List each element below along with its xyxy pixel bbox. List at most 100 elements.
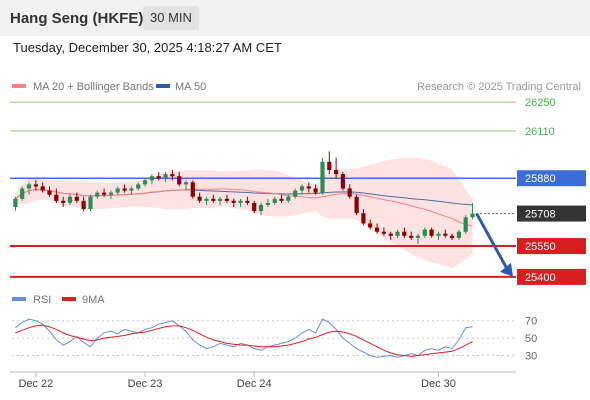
candle-body <box>129 188 134 191</box>
projection-arrow-head <box>500 262 513 277</box>
candle <box>190 180 195 199</box>
candle-body <box>95 192 100 197</box>
candle-body <box>456 231 461 238</box>
candle-body <box>149 176 154 181</box>
support-level-label: 25550 <box>525 241 556 253</box>
candle-body <box>177 176 182 185</box>
rsi-panel: 70 50 30 <box>12 316 537 363</box>
last-price-tag <box>517 205 586 222</box>
candle <box>347 184 352 199</box>
resistance-label: 26110 <box>525 126 555 138</box>
candle <box>108 190 113 199</box>
candle <box>409 231 414 240</box>
candle <box>334 157 339 179</box>
candle-body <box>88 196 93 209</box>
timeframe-button[interactable]: 30 MIN <box>143 6 199 30</box>
candle-body <box>368 223 373 228</box>
x-tick-label: Dec 22 <box>18 378 53 390</box>
rsi-ma-legend-label: 9MA <box>82 294 105 306</box>
candle-body <box>13 198 18 207</box>
candle-body <box>279 198 284 201</box>
candle-body <box>74 196 79 201</box>
candle-body <box>108 192 113 195</box>
candle <box>142 178 148 187</box>
candle <box>463 215 468 234</box>
candle-body <box>81 200 86 209</box>
candle-body <box>163 174 168 179</box>
rsi-tick-label: 30 <box>525 351 537 363</box>
candle-body <box>136 184 141 189</box>
candle <box>381 227 386 236</box>
candle-body <box>156 176 161 179</box>
x-axis: Dec 22 Dec 23 Dec 24 Dec 30 <box>10 371 516 390</box>
ma20-legend-label: MA 20 + Bollinger Bands <box>33 81 154 93</box>
candle <box>47 186 52 197</box>
candle <box>238 198 243 207</box>
candle-body <box>320 161 325 193</box>
candle <box>218 196 223 205</box>
candle-body <box>395 231 400 236</box>
candle <box>361 209 366 226</box>
candle <box>183 180 189 191</box>
candle-body <box>61 200 66 203</box>
candle <box>26 182 32 195</box>
candle <box>443 229 448 238</box>
candle-body <box>374 227 380 232</box>
candle <box>197 192 202 203</box>
candle <box>422 227 427 238</box>
candle-body <box>47 190 52 195</box>
candle-body <box>340 174 345 189</box>
moving-averages <box>15 188 473 227</box>
rsi-legend: RSI 9MA <box>12 294 105 306</box>
candle-body <box>115 188 120 193</box>
candle-body <box>265 202 270 205</box>
candle <box>40 182 45 193</box>
candle-body <box>67 196 73 203</box>
candle-body <box>381 231 386 234</box>
candle <box>388 231 393 240</box>
candle <box>136 182 141 191</box>
candle-body <box>409 235 414 238</box>
candle <box>374 223 380 234</box>
candle-body <box>204 198 209 201</box>
candle-body <box>436 233 441 236</box>
rsi-legend-label: RSI <box>33 294 51 306</box>
candle <box>258 202 264 216</box>
candle-body <box>33 184 38 187</box>
candle-body <box>402 231 407 236</box>
candle-body <box>443 233 448 236</box>
candle <box>450 233 455 240</box>
candle-body <box>231 200 236 203</box>
candle-body <box>197 196 202 201</box>
pivot-level-tag <box>517 170 586 187</box>
projection-arrow-shaft <box>475 212 509 270</box>
candle <box>286 194 291 203</box>
candle <box>279 194 284 203</box>
candle <box>429 227 434 238</box>
support-level-label: 25400 <box>525 272 556 284</box>
price-legend: MA 20 + Bollinger Bands MA 50 Research ©… <box>12 81 581 93</box>
candlesticks <box>13 151 475 244</box>
candle <box>395 229 400 238</box>
credit-text: Research © 2025 Trading Central <box>417 81 581 93</box>
ma20-line <box>15 188 473 227</box>
candle <box>436 231 441 240</box>
candle <box>95 190 100 199</box>
last-price-label: 25708 <box>525 209 556 221</box>
candle-body <box>252 202 257 212</box>
candle-body <box>142 180 148 185</box>
candle <box>204 196 209 205</box>
candle <box>102 188 107 197</box>
bollinger-band-area <box>15 157 473 268</box>
candle <box>211 194 216 203</box>
candle <box>313 184 318 195</box>
key-levels <box>10 101 516 278</box>
candle-body <box>299 186 305 191</box>
candle <box>149 174 154 185</box>
instrument-title: Hang Seng (HKFE) <box>10 10 144 27</box>
candle <box>320 157 325 195</box>
candle <box>354 194 359 216</box>
x-tick-label: Dec 23 <box>128 378 163 390</box>
candle-body <box>286 196 291 201</box>
candle-body <box>354 196 359 214</box>
